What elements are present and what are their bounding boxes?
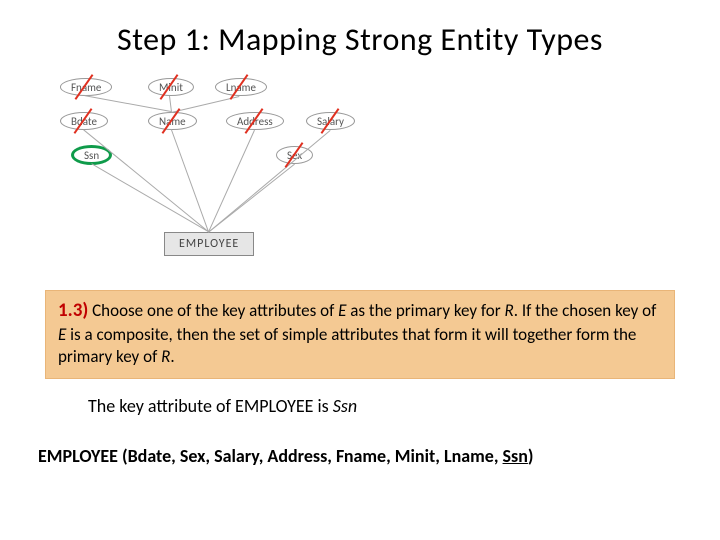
relation-schema: EMPLOYEE (Bdate, Sex, Salary, Address, F…	[38, 445, 534, 467]
key-attribute-note: The key attribute of EMPLOYEE is Ssn	[88, 395, 357, 417]
step-R1: R	[505, 300, 514, 321]
step-number: 1.3)	[58, 299, 88, 322]
step-text-1: Choose one of the key attributes of	[88, 300, 338, 321]
step-text-2: as the primary key for	[346, 300, 504, 321]
schema-prefix: EMPLOYEE (Bdate, Sex, Salary, Address, F…	[38, 445, 503, 467]
page-title: Step 1: Mapping Strong Entity Types	[0, 20, 720, 59]
connector-line	[91, 163, 208, 232]
er-diagram: EMPLOYEEFnameMinitLnameBdateNameAddressS…	[30, 70, 390, 270]
key-note-key: Ssn	[333, 395, 357, 417]
connector-line	[208, 130, 255, 232]
attribute-name: Name	[148, 112, 197, 130]
key-note-prefix: The key attribute of EMPLOYEE is	[88, 395, 333, 417]
step-text-3: . If the chosen key of	[514, 300, 657, 321]
entity-box: EMPLOYEE	[164, 232, 254, 256]
schema-key: Ssn	[503, 445, 528, 467]
step-text-4: is a composite, then the set of simple a…	[58, 324, 636, 367]
connector-line	[84, 95, 171, 112]
schema-suffix: )	[528, 445, 534, 467]
step-description-box: 1.3) Choose one of the key attributes of…	[45, 290, 675, 379]
connector-line	[169, 96, 172, 112]
connector-line	[208, 164, 295, 233]
step-R2: R	[161, 346, 170, 367]
step-text-5: .	[170, 346, 174, 367]
